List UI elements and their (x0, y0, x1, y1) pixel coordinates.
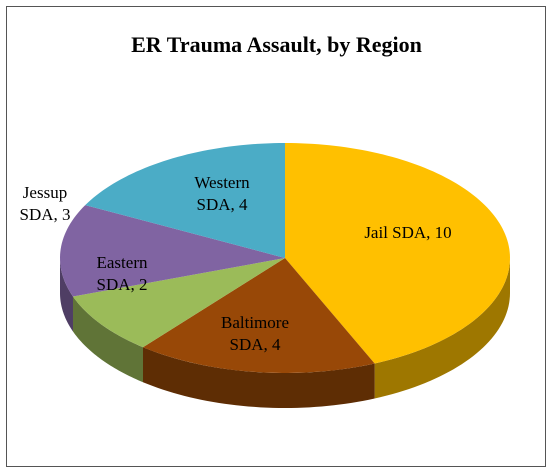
data-label: Jail SDA, 10 (364, 223, 452, 242)
chart-title: ER Trauma Assault, by Region (131, 32, 422, 57)
slice-side (374, 258, 510, 399)
slice (143, 258, 375, 373)
slice-side (60, 258, 73, 332)
data-label: Jessup SDA, 3 (19, 183, 71, 224)
data-label: Eastern SDA, 2 (96, 253, 148, 294)
data-label: Baltimore SDA, 4 (221, 313, 289, 354)
slice-side (72, 296, 144, 383)
data-label: Western SDA, 4 (194, 173, 250, 214)
slice (60, 205, 286, 297)
chart-frame (6, 6, 546, 467)
slice (85, 143, 285, 258)
slice-side (143, 347, 375, 408)
slice (285, 143, 510, 364)
slice (72, 258, 285, 348)
